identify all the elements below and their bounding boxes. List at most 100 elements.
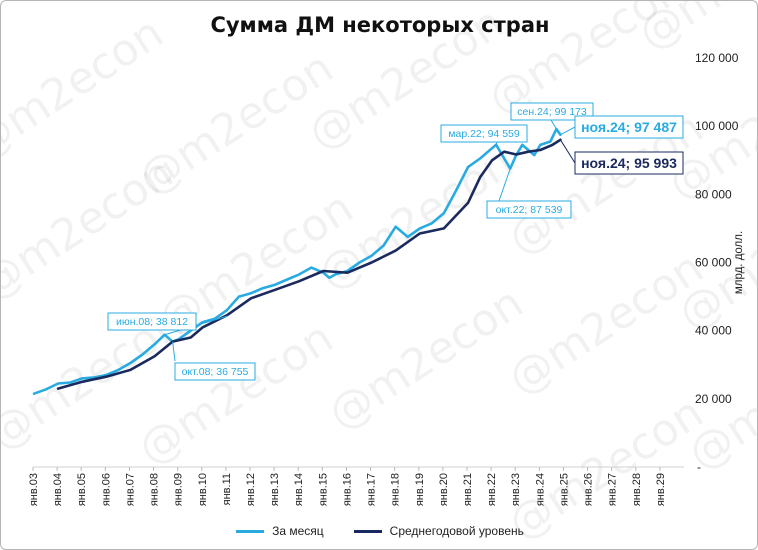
data-point-0 <box>521 144 524 146</box>
watermark-text: @m2econ <box>1 147 182 310</box>
data-point-0 <box>201 321 204 323</box>
y-tick-label: 60 000 <box>695 256 732 270</box>
data-point-0 <box>274 283 276 286</box>
x-tick-label: янв.14 <box>293 473 305 506</box>
data-label: окт.22; 87 539 <box>496 204 563 216</box>
chart-title: Сумма ДМ некоторых стран <box>210 13 550 37</box>
data-point-0 <box>141 353 144 356</box>
data-point-1 <box>551 144 554 146</box>
legend-swatch-average <box>353 529 382 533</box>
data-point-0 <box>214 317 216 320</box>
data-point-0 <box>81 377 84 380</box>
data-label: окт.08; 36 755 <box>182 366 249 378</box>
data-point-1 <box>527 150 530 153</box>
x-tick-label: янв.06 <box>100 473 112 506</box>
data-point-1 <box>274 288 276 291</box>
annotation-leader <box>550 119 557 130</box>
x-tick-label: янв.03 <box>28 473 40 506</box>
data-label: мар.22; 94 559 <box>448 128 520 140</box>
data-point-0 <box>262 287 264 289</box>
x-tick-label: янв.15 <box>317 473 329 506</box>
data-point-0 <box>539 144 542 146</box>
y-axis-title: млрд. долл. <box>733 231 745 294</box>
annotation-box <box>174 362 256 381</box>
watermark-text: @m2econ <box>319 277 532 440</box>
data-point-0 <box>286 278 288 281</box>
data-point-1 <box>503 150 505 153</box>
x-tick-label: янв.08 <box>149 473 161 506</box>
annotation-leader <box>172 341 176 362</box>
data-point-1 <box>418 232 421 235</box>
x-tick-label: янв.17 <box>366 473 378 506</box>
x-tick-label: янв.07 <box>124 473 136 506</box>
data-point-0 <box>129 362 132 364</box>
data-point-0 <box>298 273 301 276</box>
data-label: ноя.24; 97 487 <box>581 119 677 135</box>
x-tick-label: янв.16 <box>341 473 353 506</box>
y-tick-label: 20 000 <box>695 392 732 406</box>
y-tick-label: 80 000 <box>695 187 732 201</box>
data-point-0 <box>358 261 361 264</box>
data-point-0 <box>69 381 71 384</box>
y-tick-label: 120 000 <box>695 51 739 65</box>
data-label: сен.24; 99 173 <box>517 106 587 118</box>
data-point-0 <box>250 292 252 294</box>
data-point-0 <box>467 166 469 168</box>
data-point-0 <box>93 376 96 379</box>
watermark-text: @m2econ <box>629 1 758 60</box>
data-point-1 <box>189 336 192 339</box>
data-point-1 <box>105 375 108 378</box>
data-point-1 <box>57 387 59 390</box>
x-tick-label: янв.23 <box>510 473 522 506</box>
chart-legend: За месяц Среднегодовой уровень <box>1 524 757 538</box>
legend-label-average: Среднегодовой уровень <box>389 524 524 538</box>
data-point-0 <box>310 266 313 269</box>
x-tick-label: янв.25 <box>558 473 570 506</box>
data-point-1 <box>153 355 156 358</box>
legend-item-monthly: За месяц <box>236 524 324 538</box>
annotation-leader <box>560 139 576 164</box>
data-point-1 <box>298 280 301 283</box>
data-point-0 <box>431 222 433 225</box>
data-point-0 <box>418 227 421 230</box>
data-point-0 <box>334 273 337 276</box>
annotation-box <box>574 115 684 139</box>
data-point-0 <box>117 369 120 371</box>
data-point-0 <box>549 140 552 143</box>
annotation-leader <box>560 126 576 136</box>
data-point-0 <box>328 277 331 279</box>
x-tick-label: янв.29 <box>655 473 667 506</box>
data-point-0 <box>57 382 59 385</box>
annotation-box <box>440 124 528 143</box>
legend-swatch-monthly <box>236 529 265 533</box>
x-tick-label: янв.11 <box>221 473 233 505</box>
data-point-1 <box>443 227 445 230</box>
annotation-leader <box>498 168 511 202</box>
data-label: июн.08; 38 812 <box>116 316 188 328</box>
x-tick-label: янв.26 <box>583 473 595 506</box>
data-point-1 <box>370 261 373 264</box>
y-tick-label: 100 000 <box>695 119 739 133</box>
data-point-0 <box>370 254 373 257</box>
data-point-1 <box>346 271 349 274</box>
data-point-0 <box>533 154 536 156</box>
data-point-1 <box>81 380 84 383</box>
data-point-0 <box>226 309 228 312</box>
x-tick-label: янв.28 <box>631 473 643 506</box>
data-label: ноя.24; 95 993 <box>581 155 677 171</box>
x-tick-label: янв.18 <box>390 473 402 506</box>
data-point-1 <box>129 369 132 371</box>
data-point-0 <box>406 236 409 238</box>
y-tick-label: 40 000 <box>695 324 732 338</box>
data-point-1 <box>322 270 325 272</box>
x-tick-label: янв.12 <box>245 473 257 506</box>
data-point-0 <box>153 343 156 346</box>
annotation-box <box>510 102 594 121</box>
data-point-0 <box>382 244 385 247</box>
data-point-1 <box>479 176 481 179</box>
legend-item-average: Среднегодовой уровень <box>353 524 524 538</box>
data-point-0 <box>479 157 481 160</box>
watermark-text: @m2econ <box>1 7 172 170</box>
